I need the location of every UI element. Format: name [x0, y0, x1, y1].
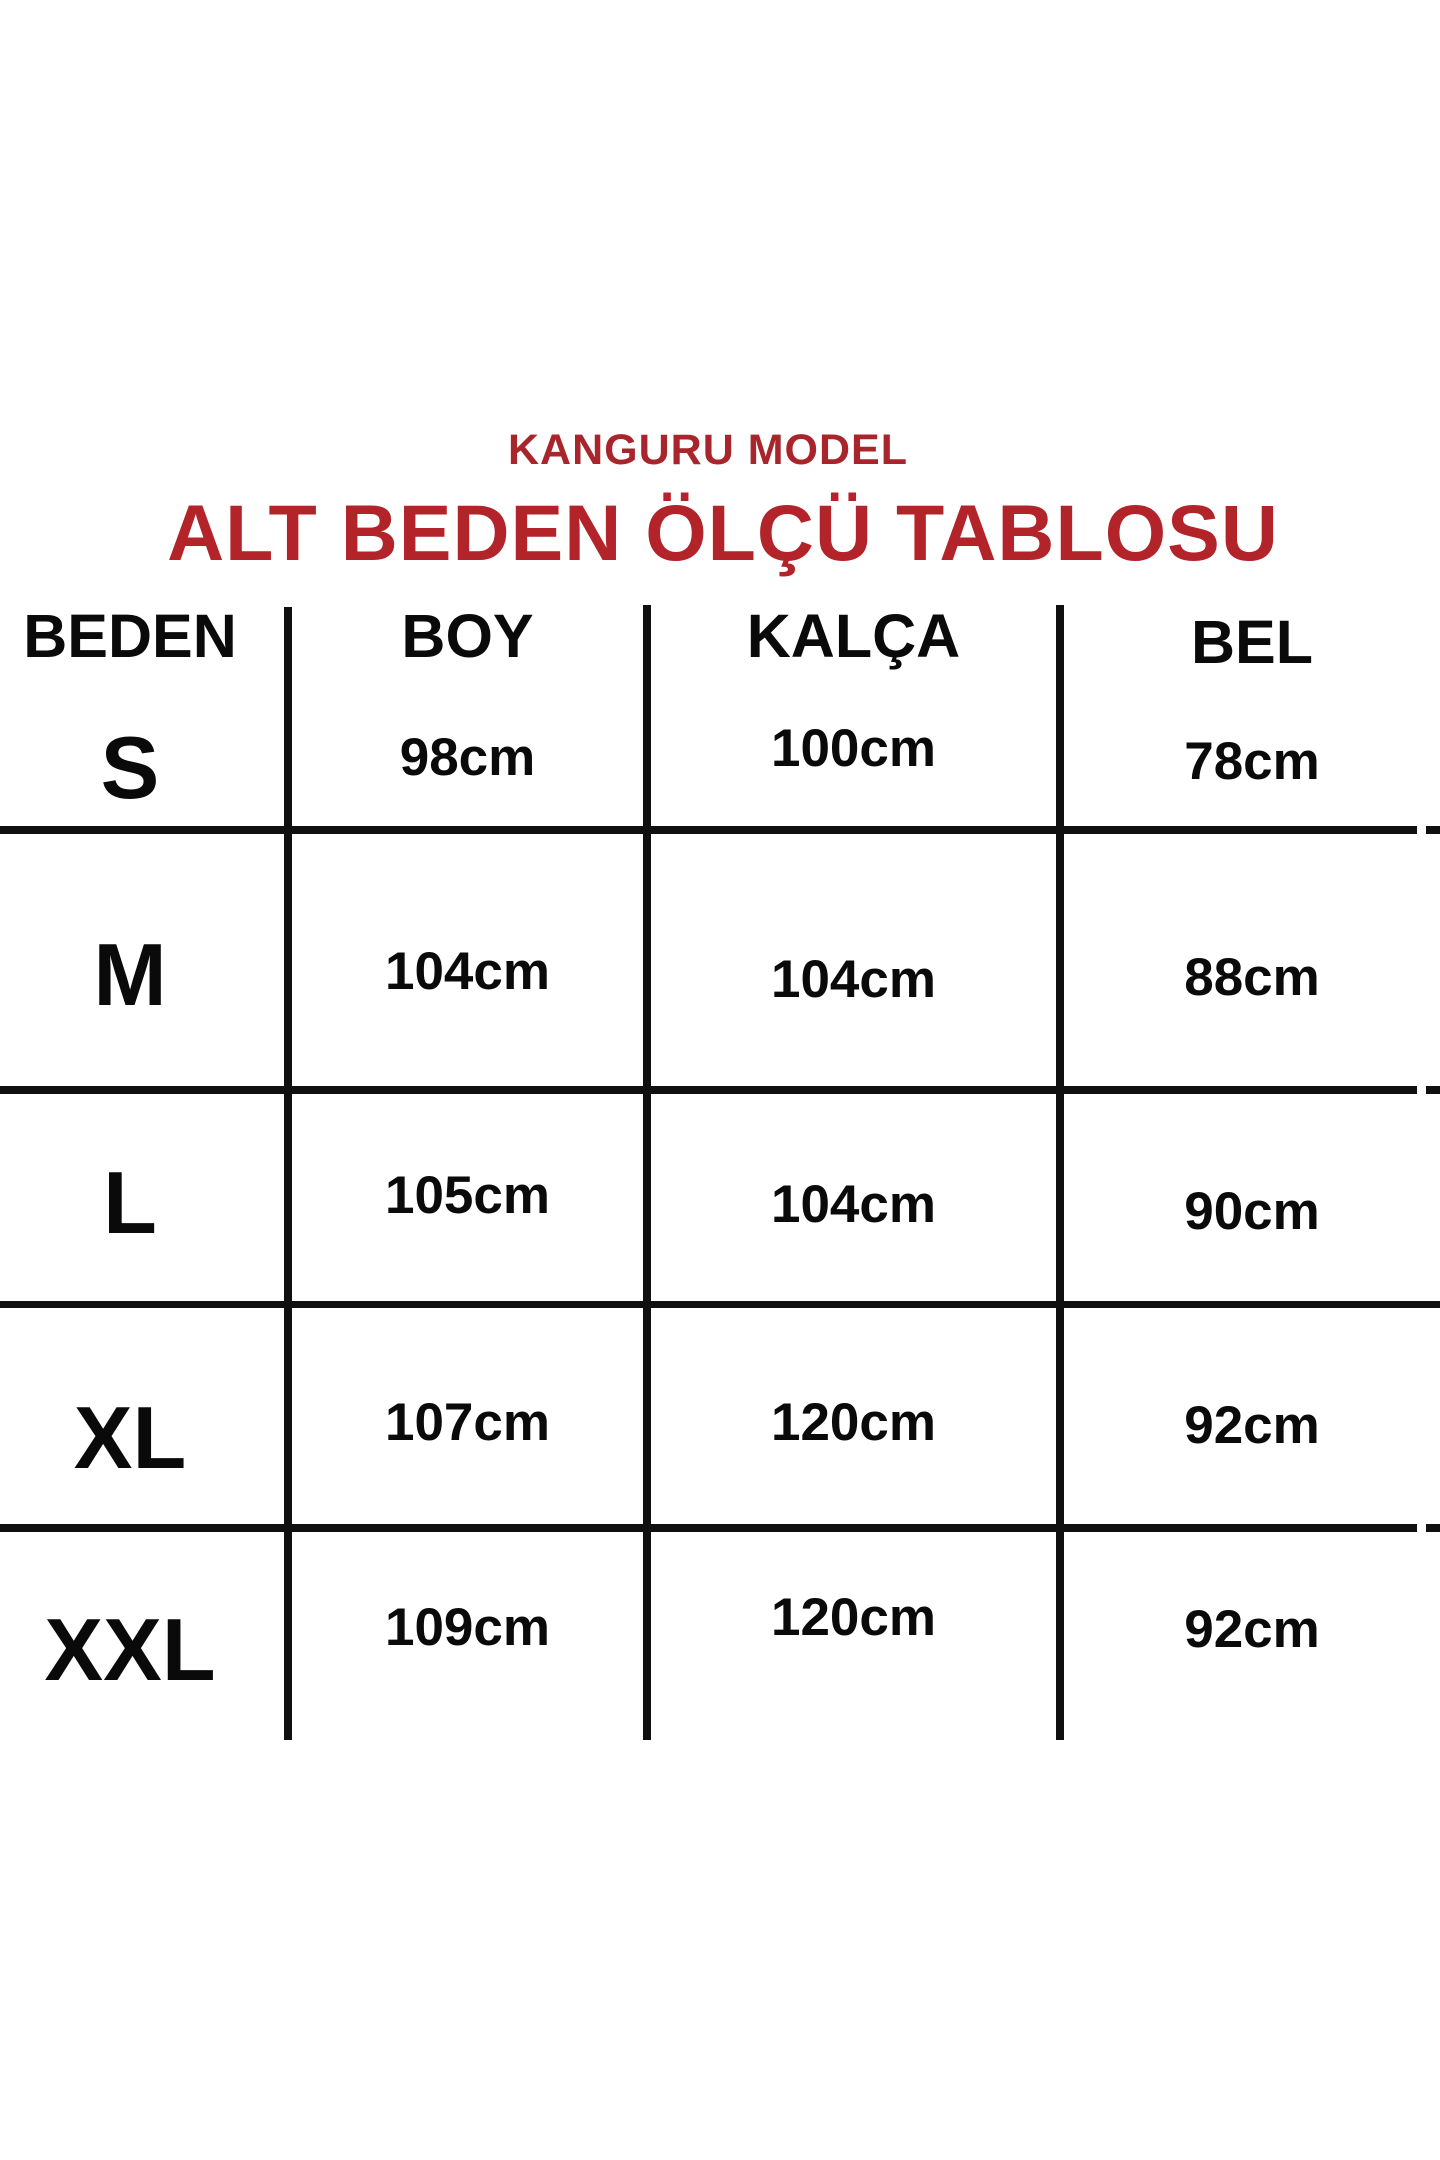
boy-cell-l: 105cm	[384, 1166, 551, 1225]
table-hline-dash	[1426, 1086, 1440, 1094]
table-vline	[284, 1094, 292, 1301]
table-vline	[284, 1532, 292, 1740]
col-header-kalca: KALÇA	[746, 602, 961, 670]
table-vline	[643, 1308, 651, 1524]
boy-cell-xl: 107cm	[384, 1393, 551, 1452]
table-vline	[1056, 1532, 1064, 1740]
size-cell-m: M	[93, 925, 167, 1024]
kalca-cell-xxl: 120cm	[770, 1588, 937, 1647]
kalca-cell-l: 104cm	[770, 1175, 937, 1234]
boy-cell-m: 104cm	[384, 942, 551, 1001]
table-vline	[643, 1094, 651, 1301]
table-vline	[1056, 605, 1064, 826]
size-cell-xxl: XXL	[44, 1600, 216, 1699]
table-vline	[1056, 834, 1064, 1086]
col-header-boy: BOY	[401, 602, 534, 670]
size-cell-l: L	[103, 1153, 157, 1252]
bel-cell-s: 78cm	[1184, 732, 1320, 791]
table-hline	[0, 1524, 1417, 1532]
bel-cell-xxl: 92cm	[1184, 1600, 1320, 1659]
table-vline	[284, 834, 292, 1086]
table-hline-dash	[1426, 1524, 1440, 1532]
col-header-bel: BEL	[1191, 608, 1313, 676]
table-hline	[0, 826, 1417, 834]
table-hline	[0, 1086, 1417, 1094]
kalca-cell-s: 100cm	[770, 719, 937, 778]
table-vline	[284, 1308, 292, 1524]
size-cell-xl: XL	[73, 1388, 187, 1487]
table-vline	[643, 1532, 651, 1740]
page-title: ALT BEDEN ÖLÇÜ TABLOSU	[167, 488, 1279, 577]
size-cell-s: S	[100, 718, 160, 817]
bel-cell-l: 90cm	[1184, 1182, 1320, 1241]
chart-subtitle: KANGURU MODEL	[508, 426, 908, 474]
table-vline	[284, 607, 292, 826]
bel-cell-m: 88cm	[1184, 948, 1320, 1007]
boy-cell-s: 98cm	[399, 728, 536, 787]
table-hline-dash	[1426, 826, 1440, 834]
table-vline	[643, 605, 651, 826]
table-hline	[0, 1301, 1440, 1308]
table-vline	[1056, 1094, 1064, 1301]
bel-cell-xl: 92cm	[1184, 1396, 1320, 1455]
kalca-cell-m: 104cm	[770, 950, 937, 1009]
table-vline	[1056, 1308, 1064, 1524]
table-vline	[643, 834, 651, 1086]
kalca-cell-xl: 120cm	[770, 1393, 937, 1452]
col-header-beden: BEDEN	[23, 602, 237, 670]
boy-cell-xxl: 109cm	[384, 1598, 551, 1657]
